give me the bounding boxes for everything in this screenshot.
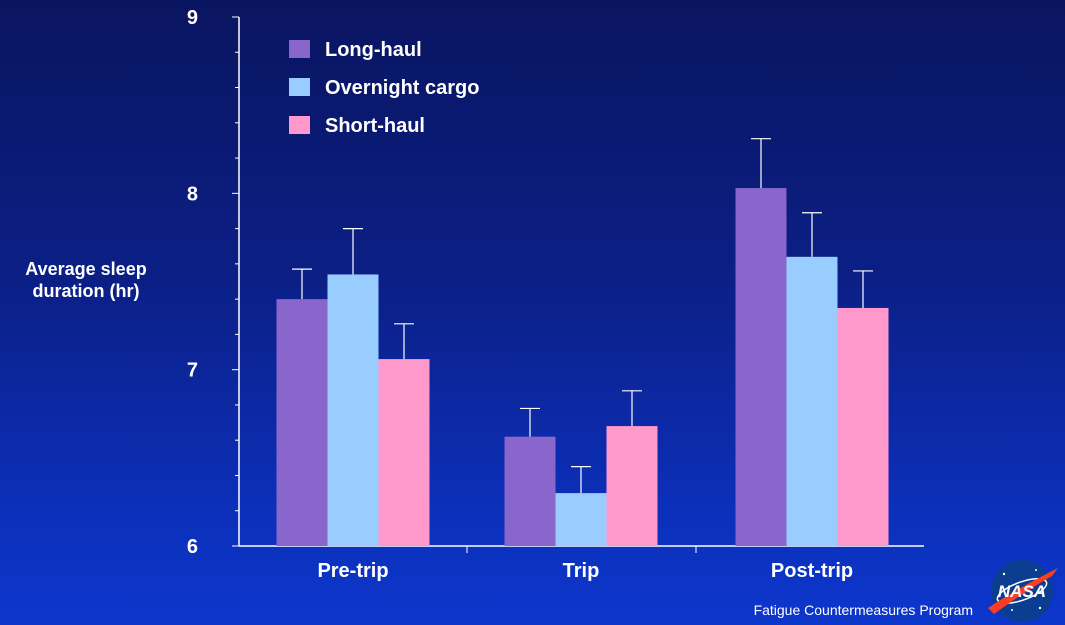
y-tick-label: 6 (187, 536, 198, 558)
svg-text:NASA: NASA (998, 582, 1046, 601)
bar (555, 493, 607, 546)
bar (504, 436, 556, 546)
y-tick-label: 7 (187, 360, 198, 382)
bar (378, 359, 430, 546)
legend-swatch (289, 40, 310, 58)
legend-swatch (289, 78, 310, 96)
bar (327, 274, 379, 546)
legend-label: Long-haul (325, 39, 422, 61)
y-tick-label: 9 (187, 7, 198, 29)
bar (837, 307, 889, 546)
legend-label: Overnight cargo (325, 77, 479, 99)
y-axis-label: Average sleep duration (hr) (25, 259, 147, 301)
footer-text: Fatigue Countermeasures Program (753, 602, 973, 618)
bar (606, 426, 658, 546)
bar (786, 256, 838, 546)
legend-label: Short-haul (325, 115, 425, 137)
legend-swatch (289, 116, 310, 134)
bar (735, 188, 787, 546)
bar (276, 299, 328, 546)
x-tick-label: Trip (563, 560, 600, 582)
nasa-logo: NASA (988, 560, 1058, 622)
x-tick-label: Post-trip (771, 560, 853, 582)
y-tick-label: 8 (187, 183, 198, 205)
x-tick-label: Pre-trip (317, 560, 388, 582)
